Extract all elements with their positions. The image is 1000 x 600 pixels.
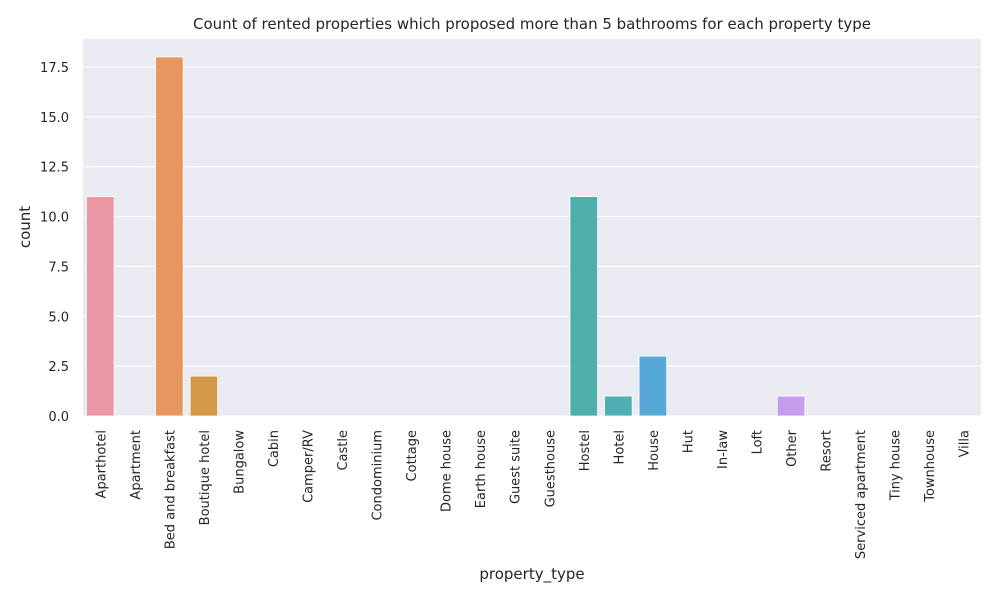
grid (83, 66, 981, 417)
y-tick-label: 15.0 (40, 111, 69, 126)
y-tick-label: 2.5 (48, 360, 69, 375)
x-tick-label: Bed and breakfast (163, 430, 178, 549)
x-tick-label: Cottage (405, 430, 420, 481)
bar-bed-and-breakfast (155, 56, 184, 417)
x-tick-label: Loft (751, 430, 766, 454)
x-tick-label: Condominium (371, 430, 386, 521)
bar-other (776, 395, 806, 417)
x-tick-label: Hostel (578, 430, 593, 471)
y-tick-label: 5.0 (48, 310, 69, 325)
x-tick-label: House (647, 430, 662, 471)
bar-boutique-hotel (189, 375, 219, 417)
x-tick-label: Aparthotel (94, 430, 109, 498)
y-tick-labels: 0.0 2.5 5.0 7.5 10.0 12.5 15.0 17.5 (40, 61, 69, 425)
x-tick-label: Earth house (474, 430, 489, 508)
x-tick-label: Other (785, 429, 800, 467)
x-tick-label: Bungalow (232, 430, 247, 494)
x-tick-label: Guest suite (509, 430, 524, 504)
x-tick-label: Villa (958, 430, 973, 457)
y-tick-label: 12.5 (40, 161, 69, 176)
x-tick-label: Castle (336, 430, 351, 471)
bar-aparthotel (86, 196, 115, 417)
plot-background (83, 39, 981, 416)
bar-hostel (569, 196, 599, 417)
x-tick-label: Tiny house (889, 430, 904, 501)
chart-title: Count of rented properties which propose… (193, 15, 871, 33)
bar-house (638, 355, 668, 417)
x-tick-label: Dome house (440, 430, 455, 512)
x-tick-labels: Aparthotel Apartment Bed and breakfast Bout… (94, 429, 972, 559)
x-tick-label: In-law (716, 430, 731, 469)
x-axis-label: property_type (479, 565, 584, 584)
y-axis-label: count (16, 206, 34, 248)
y-tick-label: 10.0 (40, 211, 69, 226)
y-tick-label: 7.5 (48, 260, 69, 275)
x-tick-label: Guesthouse (543, 430, 558, 507)
x-tick-label: Serviced apartment (854, 430, 869, 559)
x-tick-label: Hut (681, 430, 696, 453)
x-tick-label: Boutique hotel (198, 430, 213, 525)
x-tick-label: Cabin (267, 430, 282, 467)
y-tick-label: 17.5 (40, 61, 69, 76)
bars (86, 56, 806, 417)
x-tick-label: Hotel (612, 430, 627, 464)
x-tick-label: Apartment (129, 430, 144, 500)
x-tick-label: Camper/RV (302, 430, 317, 503)
x-tick-label: Townhouse (923, 430, 938, 503)
x-tick-label: Resort (820, 430, 835, 472)
y-tick-label: 0.0 (48, 410, 69, 425)
bar-hotel (604, 395, 633, 417)
